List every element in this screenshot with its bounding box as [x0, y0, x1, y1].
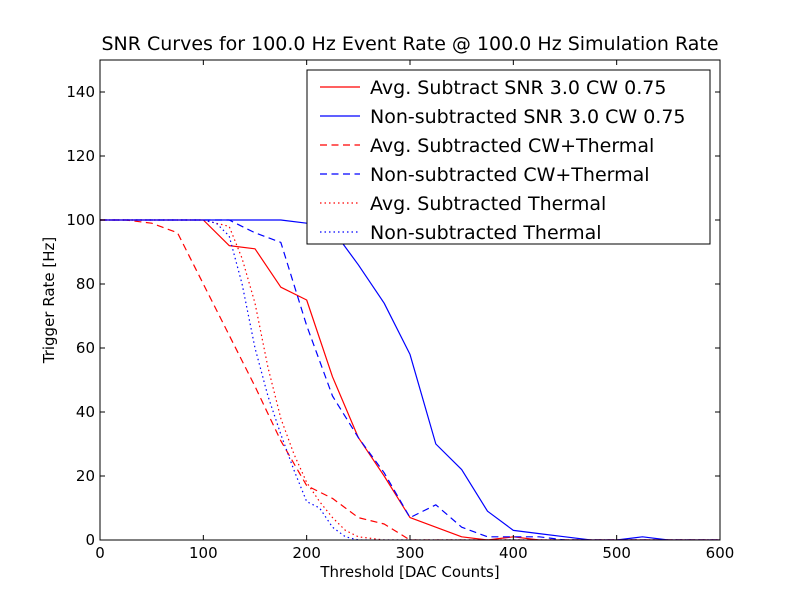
y-tick-label: 0 [85, 531, 95, 549]
x-tick-label: 600 [706, 544, 735, 562]
plot-area: 0 100 200 300 400 500 600 0 20 40 60 80 100 120 140 [66, 59, 734, 562]
legend-label: Non-subtracted SNR 3.0 CW 0.75 [370, 106, 686, 128]
series-group [100, 219, 720, 540]
axis-ticks: 0 100 200 300 400 500 600 0 20 40 60 80 100 120 140 [66, 60, 734, 562]
y-tick-label: 20 [76, 467, 95, 485]
y-tick-label: 60 [76, 339, 95, 357]
legend-label: Avg. Subtract SNR 3.0 CW 0.75 [370, 77, 666, 99]
y-tick-label: 120 [66, 147, 95, 165]
legend-label: Non-subtracted Thermal [370, 222, 602, 244]
x-tick-label: 300 [396, 544, 425, 562]
x-tick-label: 100 [189, 544, 218, 562]
y-tick-label: 40 [76, 403, 95, 421]
legend-label: Avg. Subtracted CW+Thermal [370, 135, 654, 157]
x-axis-label: Threshold [DAC Counts] [319, 563, 499, 581]
legend-label: Avg. Subtracted Thermal [370, 193, 606, 215]
y-tick-label: 80 [76, 275, 95, 293]
x-tick-label: 500 [602, 544, 631, 562]
x-tick-label: 400 [499, 544, 528, 562]
x-tick-label: 0 [95, 544, 105, 562]
legend-box [306, 69, 711, 245]
y-tick-label: 100 [66, 211, 95, 229]
y-axis-label: Trigger Rate [Hz] [40, 237, 58, 365]
chart-title: SNR Curves for 100.0 Hz Event Rate @ 100… [101, 33, 718, 55]
legend-label: Non-subtracted CW+Thermal [370, 164, 650, 186]
legend: Avg. Subtract SNR 3.0 CW 0.75 Non-subtrac… [306, 69, 711, 245]
y-tick-label: 140 [66, 83, 95, 101]
x-tick-label: 200 [292, 544, 321, 562]
series-line-2 [100, 219, 720, 540]
